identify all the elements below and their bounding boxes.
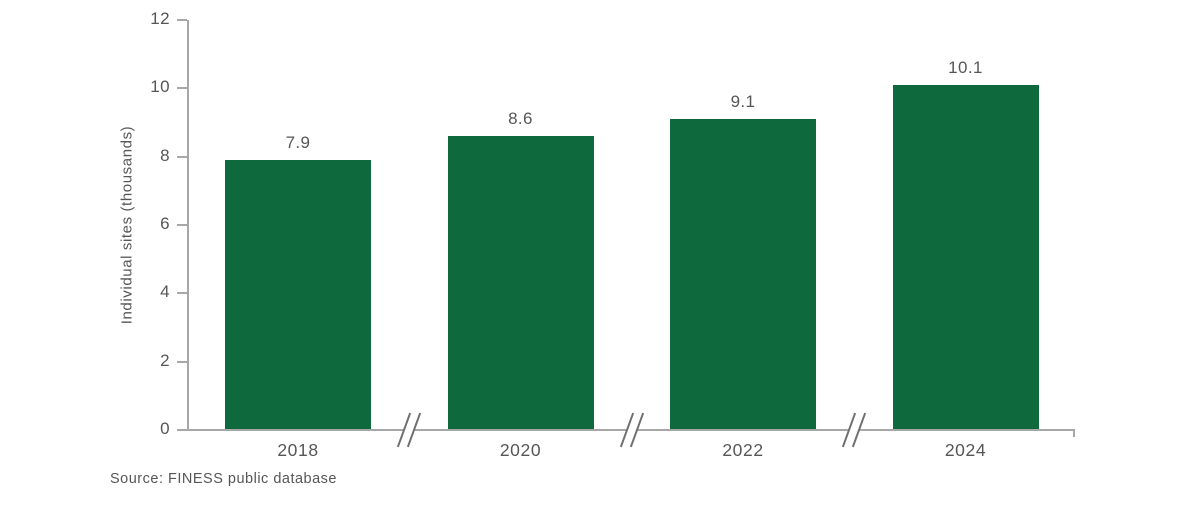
- source-note: Source: FINESS public database: [110, 471, 337, 487]
- bar-value-label: 7.9: [285, 133, 311, 153]
- y-axis-tick: [177, 360, 187, 363]
- x-category-label: 2018: [277, 440, 319, 460]
- y-axis-tick: [177, 19, 187, 21]
- axis-break-gap: [626, 428, 637, 433]
- x-axis-end-tick: [1073, 429, 1075, 437]
- y-tick-label: 2: [160, 350, 170, 370]
- bar-value-label: 9.1: [730, 92, 756, 112]
- y-tick-label: 4: [160, 282, 170, 302]
- y-tick-label: 8: [160, 145, 170, 165]
- axis-break-gap: [849, 428, 860, 433]
- bar-2020: [447, 136, 594, 429]
- y-tick-label: 12: [150, 9, 170, 28]
- axis-break-gap: [404, 428, 415, 433]
- x-category-label: 2020: [499, 440, 542, 460]
- y-axis: [187, 20, 189, 431]
- bar-2022: [670, 119, 816, 429]
- x-category-label: 2022: [722, 440, 764, 460]
- bar-value-label: 10.1: [948, 57, 983, 77]
- bar-2024: [892, 84, 1039, 429]
- y-tick-label: 0: [160, 419, 170, 438]
- x-category-label: 2024: [944, 440, 987, 460]
- bar-value-label: 8.6: [508, 109, 533, 129]
- y-axis-tick: [177, 292, 187, 295]
- y-tick-label: 10: [150, 77, 170, 97]
- bar-2018: [225, 160, 371, 429]
- y-axis-tick: [177, 224, 187, 226]
- y-axis-tick: [177, 87, 187, 90]
- y-axis-tick: [177, 155, 187, 158]
- y-tick-label: 6: [160, 214, 170, 233]
- y-axis-tick: [177, 429, 187, 431]
